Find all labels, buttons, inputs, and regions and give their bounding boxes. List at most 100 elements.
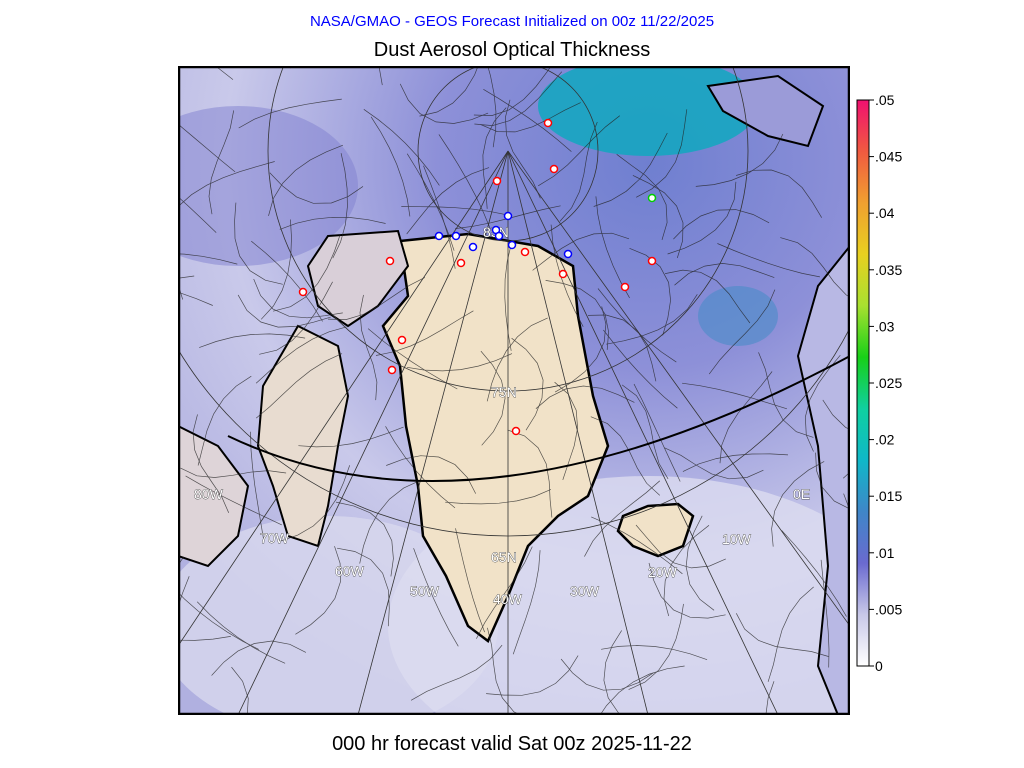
streamline — [269, 172, 364, 204]
station-marker — [492, 176, 502, 186]
streamline — [599, 665, 685, 715]
streamline — [359, 294, 378, 401]
canada-landmass — [178, 424, 250, 568]
streamline — [480, 350, 506, 446]
colorbar: 0 .005 .01 .015 .02 .025 .03 .035 .04 .045 .05 — [856, 92, 902, 674]
station-marker — [503, 211, 513, 221]
label-80w: 80W — [194, 486, 224, 502]
streamline — [765, 681, 775, 715]
streamline — [259, 281, 333, 355]
streamline — [255, 353, 343, 419]
streamline — [237, 294, 331, 328]
streamline — [178, 576, 190, 608]
station-marker — [507, 240, 517, 250]
streamline — [410, 644, 503, 701]
streamline — [695, 133, 784, 187]
chart-title: Dust Aerosol Optical Thickness — [373, 39, 651, 61]
streamline — [253, 278, 343, 319]
station-marker — [647, 193, 657, 203]
streamline — [268, 144, 344, 216]
streamline — [584, 480, 661, 557]
station-markers — [298, 118, 657, 436]
streamline — [482, 107, 507, 209]
streamline — [781, 530, 847, 617]
streamline — [476, 546, 533, 639]
colorbar-tick-label: .02 — [875, 432, 895, 448]
label-20w: 20W — [648, 564, 678, 580]
streamline — [590, 416, 661, 496]
streamline — [473, 66, 552, 116]
streamline — [386, 455, 477, 494]
label-10w: 10W — [722, 531, 752, 547]
station-marker — [468, 242, 478, 252]
streamline — [208, 110, 235, 215]
streamline — [332, 153, 348, 259]
streamline — [648, 562, 726, 619]
streamline — [399, 83, 489, 124]
streamline — [591, 516, 683, 575]
streamline — [406, 153, 455, 251]
label-65n: 65N — [491, 549, 517, 565]
label-75n: 75N — [491, 384, 517, 400]
streamline — [178, 291, 213, 306]
colorbar-tick-label: .04 — [875, 205, 895, 221]
streamline — [327, 277, 426, 320]
streamline — [758, 352, 814, 438]
streamline — [406, 167, 490, 235]
streamline — [178, 253, 238, 265]
streamline — [486, 317, 548, 402]
station-marker — [520, 247, 530, 257]
streamline — [628, 603, 684, 690]
streamline — [199, 333, 306, 348]
streamline — [767, 586, 814, 682]
svalbard-landmass — [706, 74, 825, 148]
streamline — [486, 655, 579, 696]
station-marker — [456, 258, 466, 268]
colorbar-tick-label: 0 — [875, 658, 883, 674]
streamline — [636, 109, 688, 198]
streamline — [401, 206, 509, 216]
streamline — [505, 99, 541, 199]
colorbar-tick-label: .025 — [875, 375, 902, 391]
label-70w: 70W — [260, 530, 290, 546]
streamline — [595, 196, 630, 299]
streamline — [375, 310, 474, 356]
streamline — [280, 465, 351, 542]
streamline — [735, 169, 823, 218]
colorbar-tick-label: .05 — [875, 92, 895, 108]
colorbar-tick-label: .005 — [875, 601, 902, 617]
streamline — [438, 134, 491, 230]
forecast-valid-time: 000 hr forecast valid Sat 00z 2025-11-22 — [332, 733, 692, 755]
station-marker — [298, 287, 308, 297]
streamline — [673, 209, 770, 240]
station-marker — [397, 335, 407, 345]
forecast-subtitle: NASA/GMAO - GEOS Forecast Initialized on… — [309, 13, 715, 30]
streamline — [406, 353, 513, 372]
streamline — [385, 426, 456, 509]
colorbar-tick-label: .035 — [875, 262, 902, 278]
streamline — [685, 515, 715, 611]
streamline — [606, 294, 698, 345]
streamline — [717, 243, 820, 278]
streamline — [597, 288, 677, 363]
streamline — [487, 627, 521, 715]
streamline — [178, 161, 275, 207]
streamline — [780, 237, 850, 298]
colorbar-tick-label: .01 — [875, 545, 895, 561]
streamline — [632, 175, 684, 259]
station-marker — [385, 256, 395, 266]
streamline — [250, 431, 264, 539]
station-marker — [387, 365, 397, 375]
streamline — [507, 429, 553, 518]
streamline — [487, 66, 497, 148]
streamline — [629, 247, 671, 336]
streamline — [511, 337, 544, 431]
streamline — [560, 658, 654, 691]
streamline — [363, 109, 440, 186]
streamline — [445, 489, 552, 505]
streamline — [674, 263, 775, 286]
streamline — [771, 461, 825, 547]
streamline — [719, 371, 773, 464]
streamline — [532, 232, 630, 271]
streamline — [211, 640, 307, 676]
